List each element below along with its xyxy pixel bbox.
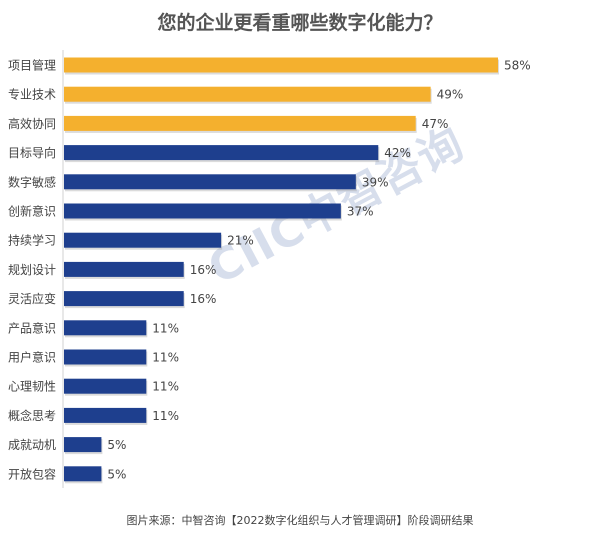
value-label: 39%	[362, 175, 389, 189]
source-note: 图片来源：中智咨询【2022数字化组织与人才管理调研】阶段调研结果	[126, 514, 474, 527]
value-label: 21%	[227, 234, 254, 248]
bar	[64, 291, 184, 307]
value-label: 5%	[107, 467, 126, 481]
value-label: 58%	[504, 59, 531, 73]
bar	[64, 378, 147, 394]
value-label: 11%	[152, 380, 179, 394]
bar	[64, 349, 147, 365]
chart-title: 您的企业更看重哪些数字化能力？	[157, 12, 443, 34]
category-label: 目标导向	[8, 145, 56, 160]
value-label: 16%	[190, 263, 217, 277]
category-label: 开放包容	[8, 466, 56, 481]
value-label: 5%	[107, 438, 126, 452]
category-label: 用户意识	[8, 350, 56, 365]
bar	[64, 320, 147, 336]
bar	[64, 115, 416, 131]
bar	[64, 261, 184, 277]
bar	[64, 466, 102, 482]
bar	[64, 437, 102, 453]
bar	[64, 174, 356, 190]
category-label: 数字敏感	[8, 174, 56, 189]
bar	[64, 145, 379, 161]
category-label: 灵活应变	[8, 291, 56, 306]
value-label: 11%	[152, 321, 179, 335]
category-label: 创新意识	[8, 204, 56, 219]
category-label: 规划设计	[8, 262, 56, 277]
value-label: 37%	[347, 205, 374, 219]
value-label: 11%	[152, 351, 179, 365]
bar	[64, 232, 222, 248]
category-label: 概念思考	[8, 408, 56, 423]
value-label: 42%	[384, 146, 411, 160]
bar	[64, 57, 498, 73]
category-label: 持续学习	[8, 233, 56, 248]
category-label: 专业技术	[8, 87, 56, 102]
bar	[64, 203, 341, 219]
category-label: 项目管理	[8, 58, 56, 73]
category-label: 产品意识	[8, 320, 56, 335]
value-label: 49%	[437, 88, 464, 102]
bar	[64, 86, 431, 102]
category-label: 成就动机	[8, 438, 56, 452]
bar	[64, 407, 147, 423]
value-label: 47%	[422, 117, 449, 131]
category-label: 心理韧性	[8, 380, 56, 394]
value-label: 11%	[152, 409, 179, 423]
value-label: 16%	[190, 292, 217, 306]
category-label: 高效协同	[8, 116, 56, 131]
